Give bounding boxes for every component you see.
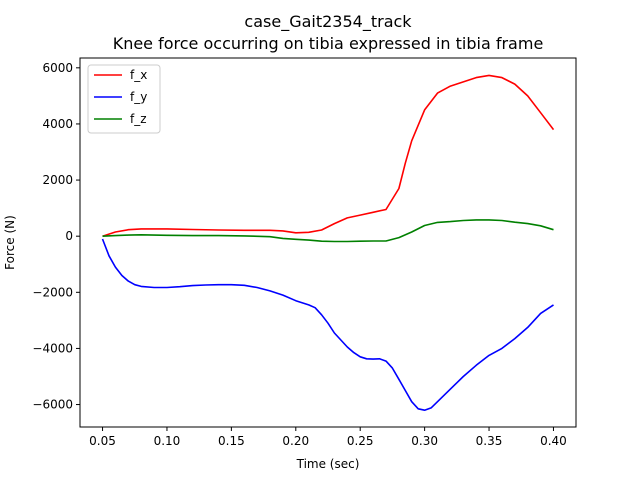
- x-tick-label: 0.15: [218, 434, 245, 448]
- x-axis-label: Time (sec): [296, 457, 360, 471]
- y-tick-label: −6000: [32, 398, 73, 412]
- x-tick-label: 0.35: [476, 434, 503, 448]
- legend: f_x f_y f_z: [87, 64, 161, 134]
- y-tick-label: 4000: [42, 117, 73, 131]
- y-tick-label: 2000: [42, 173, 73, 187]
- chart-title: case_Gait2354_track: [244, 12, 412, 32]
- y-axis-label: Force (N): [3, 215, 17, 270]
- series-line-f-z: [102, 219, 554, 243]
- x-tick-label: 0.20: [282, 434, 309, 448]
- legend-box: [87, 64, 161, 134]
- axes-frame: [79, 57, 577, 428]
- y-tick-label: 0: [65, 229, 73, 243]
- x-tick-label: 0.05: [89, 434, 116, 448]
- y-tick-label: −4000: [32, 341, 73, 355]
- y-tick-label: −2000: [32, 285, 73, 299]
- series-line-f-x: [102, 74, 555, 237]
- legend-label: f_y: [130, 90, 147, 104]
- plot-area: [101, 74, 555, 412]
- chart-subtitle: Knee force occurring on tibia expressed …: [113, 34, 544, 53]
- legend-label: f_z: [130, 112, 147, 126]
- legend-label: f_x: [130, 68, 147, 82]
- x-tick-label: 0.30: [411, 434, 438, 448]
- axis-ticks: 0.05 0.10 0.15 0.20 0.25 0.30 0.35 0.40 −6000 −40…: [32, 61, 566, 448]
- x-tick-label: 0.25: [347, 434, 374, 448]
- x-tick-label: 0.40: [540, 434, 567, 448]
- x-tick-label: 0.10: [154, 434, 181, 448]
- y-tick-label: 6000: [42, 61, 73, 75]
- series-line-f-y: [101, 238, 554, 412]
